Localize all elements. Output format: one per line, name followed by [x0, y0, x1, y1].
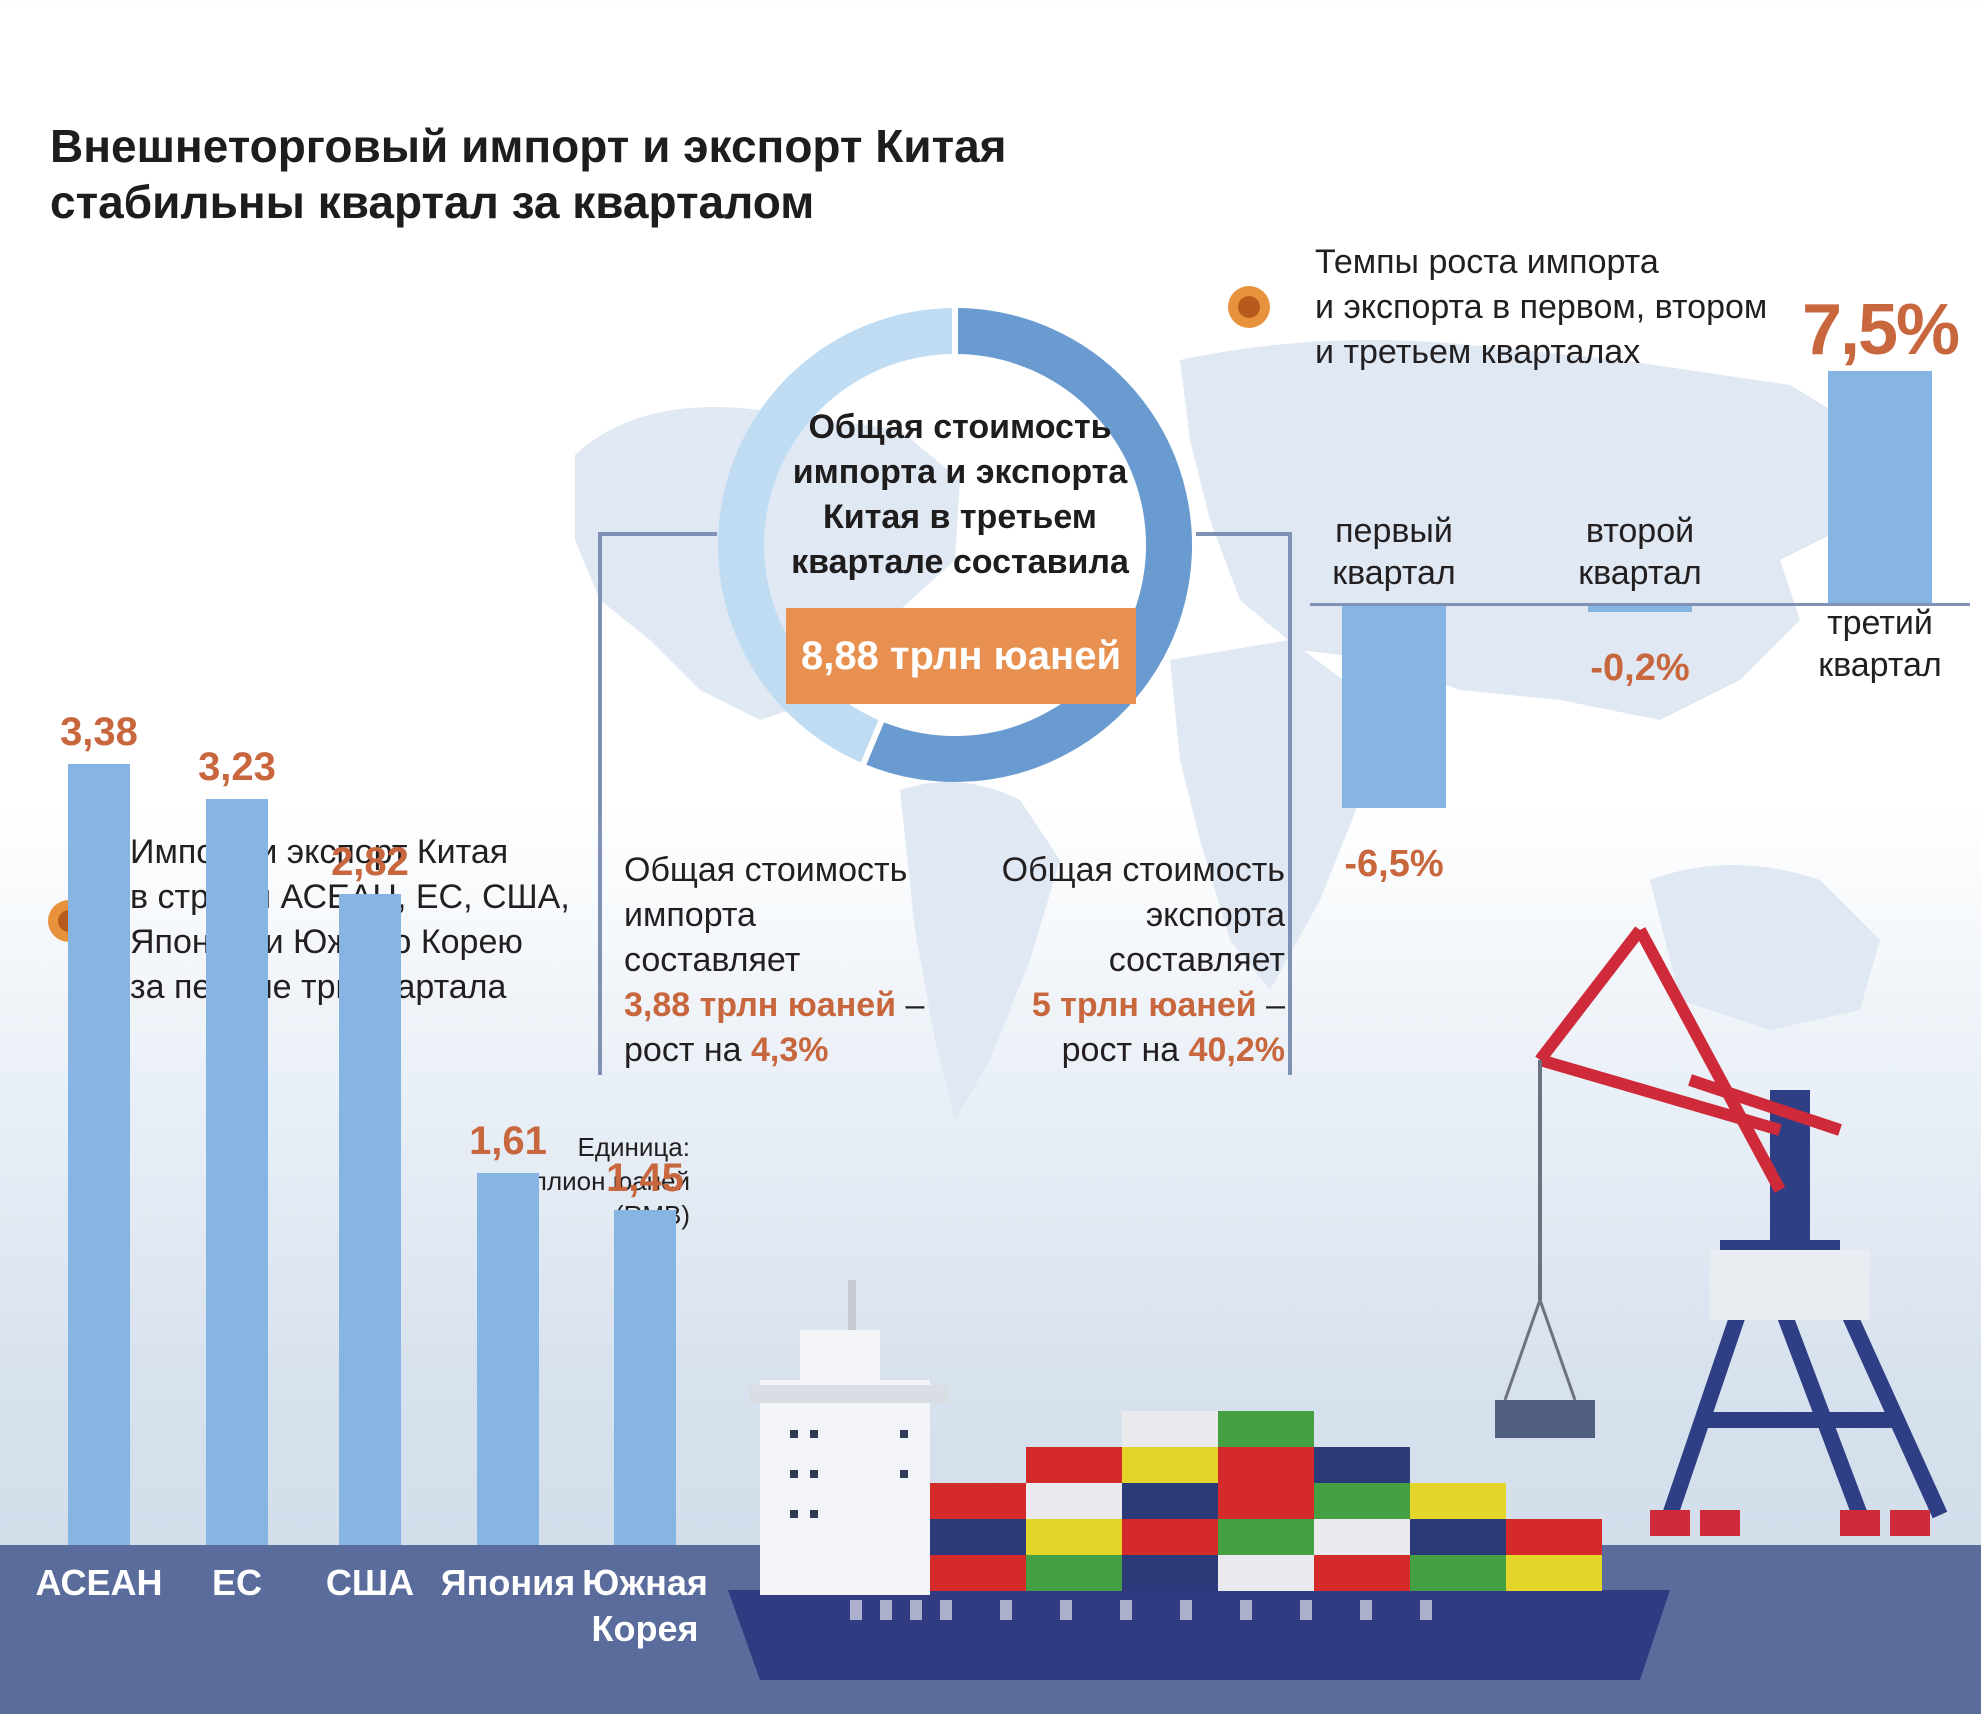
partners-note-line-4: за первые три квартала	[130, 968, 507, 1006]
unit-line-1: Единица:	[577, 1132, 691, 1162]
growth-bar-2	[1588, 606, 1692, 613]
partner-bar-3	[339, 893, 401, 1545]
export-amount: 5 трлн юаней	[1031, 986, 1257, 1024]
growth-category-label-1-line-2: квартал	[1332, 554, 1456, 592]
partner-category-label-5-line-2: Корея	[591, 1608, 699, 1649]
growth-note-line-3: и третьем кварталах	[1315, 333, 1641, 371]
partner-category-label-3-line-1: США	[325, 1562, 415, 1603]
growth-bar-3	[1828, 370, 1932, 603]
growth-value-label-1: -6,5%	[1344, 842, 1444, 885]
growth-category-label-1-line-1: первый	[1335, 512, 1453, 550]
growth-category-label-3-line-1: третий	[1827, 604, 1933, 642]
donut-caption-line-1: Общая стоимость	[808, 408, 1112, 446]
growth-category-label-2-line-1: второй	[1585, 512, 1695, 550]
export-bracket	[1196, 532, 1292, 1075]
growth-category-label-3-line-2: квартал	[1818, 646, 1942, 684]
partner-value-label-3: 2,82	[331, 839, 409, 884]
title-line-2: стабильны квартал за кварталом	[50, 176, 815, 228]
partner-value-label-5: 1,45	[606, 1156, 684, 1201]
partner-category-label-2: ЕС	[147, 1560, 327, 1606]
growth-baseline	[1310, 603, 1970, 606]
page-title: Внешнеторговый импорт и экспорт Китая ст…	[50, 118, 1150, 230]
partner-category-label-5: Южная Корея	[555, 1560, 735, 1652]
growth-category-label-2-line-2: квартал	[1578, 554, 1702, 592]
donut-caption-line-3: Китая в третьем	[823, 498, 1097, 536]
import-growth-prefix: рост на	[624, 1031, 751, 1069]
import-bracket	[598, 532, 717, 1075]
partners-note-line-3: Японию и Южную Корею	[130, 923, 523, 961]
export-note: Общая стоимость экспорта составляет 5 тр…	[960, 848, 1285, 1073]
title-line-1: Внешнеторговый импорт и экспорт Китая	[50, 120, 1007, 172]
export-dash: –	[1256, 986, 1285, 1024]
partners-note-line-1: Импорт и экспорт Китая	[130, 833, 509, 871]
growth-category-label-3: третий квартал	[1770, 602, 1981, 686]
growth-category-label-2: второй квартал	[1530, 510, 1750, 594]
partner-category-label-2-line-1: ЕС	[211, 1562, 262, 1603]
export-note-line-3: составляет	[1108, 941, 1285, 979]
import-amount: 3,88 трлн юаней	[624, 986, 897, 1024]
import-note: Общая стоимость импорта составляет 3,88 …	[624, 848, 954, 1073]
partner-value-label-2: 3,23	[198, 744, 276, 789]
export-growth: 40,2%	[1188, 1031, 1285, 1069]
donut-segment-экспорт	[863, 308, 1192, 782]
export-growth-prefix: рост на	[1061, 1031, 1189, 1069]
growth-value-label-2: -0,2%	[1590, 647, 1690, 690]
donut-caption-line-2: импорта и экспорта	[792, 453, 1128, 491]
partner-value-label-4: 1,61	[469, 1119, 547, 1164]
partner-category-label-4-line-1: Япония	[440, 1562, 576, 1603]
import-note-line-2: импорта	[624, 896, 756, 934]
growth-note: Темпы роста импорта и экспорта в первом,…	[1315, 240, 1815, 375]
partner-category-label-4: Япония	[418, 1560, 598, 1606]
import-dash: –	[896, 986, 925, 1024]
container-ship	[728, 1280, 1670, 1680]
growth-note-line-2: и экспорта в первом, втором	[1315, 288, 1768, 326]
export-note-line-1: Общая стоимость	[1001, 851, 1285, 889]
total-value-box: 8,88 трлн юаней	[786, 608, 1136, 704]
donut-caption-line-4: квартале составила	[791, 543, 1129, 581]
partner-value-label-1: 3,38	[60, 710, 138, 755]
import-note-line-1: Общая стоимость	[624, 851, 908, 889]
donut-caption: Общая стоимость импорта и экспорта Китая…	[765, 405, 1155, 585]
growth-bar-1	[1342, 606, 1446, 808]
partner-category-label-5-line-1: Южная	[582, 1562, 708, 1603]
partner-category-label-3: США	[280, 1560, 460, 1606]
partner-bar-2	[206, 798, 268, 1545]
partner-category-label-1-line-1: АСЕАН	[35, 1562, 163, 1603]
partner-category-label-1: АСЕАН	[9, 1560, 189, 1606]
partner-bar-5	[614, 1210, 676, 1545]
growth-note-line-1: Темпы роста импорта	[1315, 243, 1659, 281]
partner-bar-4	[477, 1173, 539, 1545]
export-note-line-2: экспорта	[1145, 896, 1285, 934]
partner-bar-1	[68, 764, 130, 1545]
growth-value-label-3: 7,5%	[1801, 289, 1960, 370]
import-note-line-3: составляет	[624, 941, 801, 979]
donut-gap-1	[851, 698, 893, 785]
growth-category-label-1: первый квартал	[1284, 510, 1504, 594]
growth-bullet-icon	[1228, 286, 1270, 328]
port-crane	[1495, 926, 1948, 1536]
import-growth: 4,3%	[750, 1031, 829, 1069]
